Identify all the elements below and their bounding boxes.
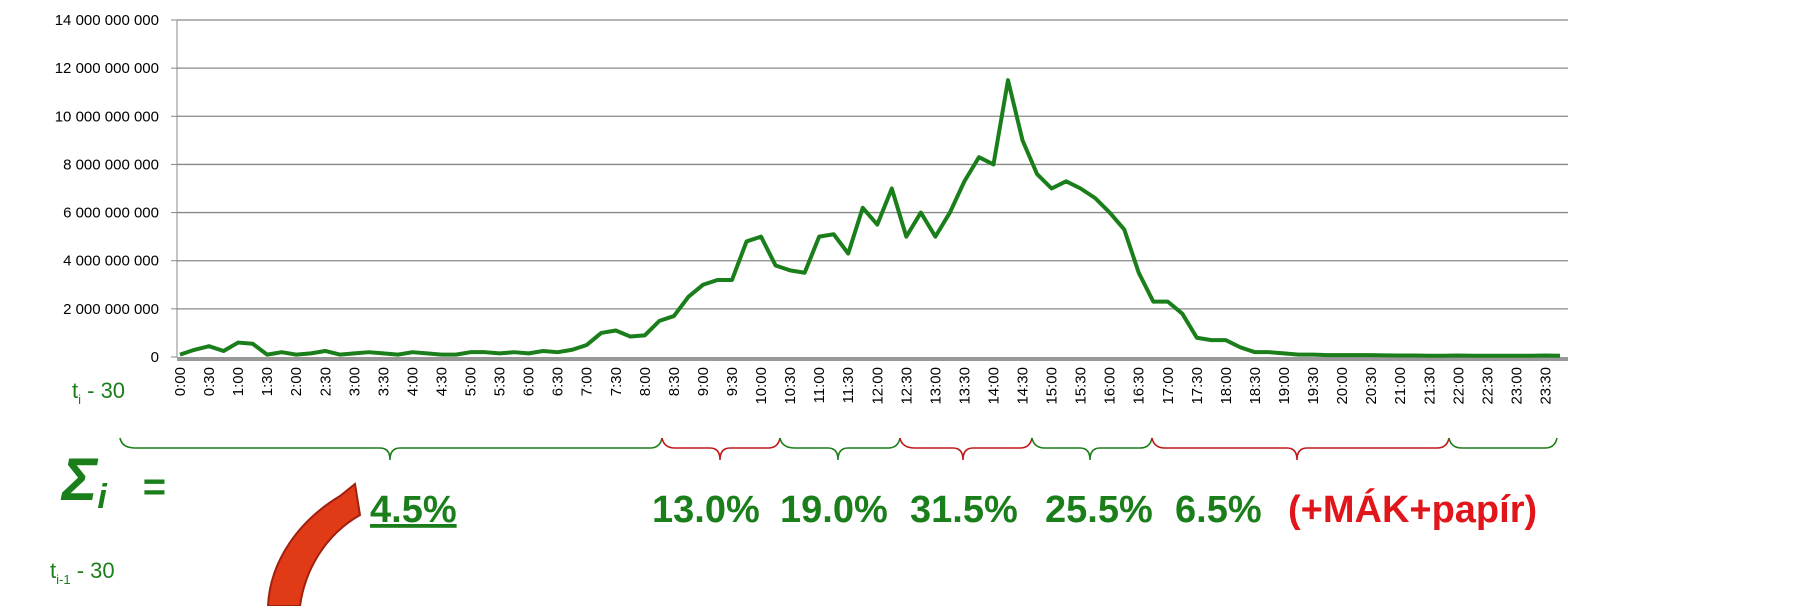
share-label: 25.5% — [1045, 489, 1153, 531]
x-tick-label: 22:00 — [1450, 367, 1467, 405]
x-tick-label: 4:00 — [404, 367, 421, 396]
x-tick-label: 17:30 — [1189, 367, 1206, 405]
equals: = — [142, 465, 165, 509]
x-tick-label: 1:30 — [259, 367, 276, 396]
sigma: Σi — [60, 446, 108, 516]
x-tick-label: 1:00 — [230, 367, 247, 396]
x-tick-label: 13:30 — [956, 367, 973, 405]
x-tick-label: 5:00 — [463, 367, 480, 396]
x-tick-label: 19:00 — [1276, 367, 1293, 405]
brace — [119, 437, 663, 461]
x-tick-label: 8:30 — [666, 367, 683, 396]
brace — [661, 437, 781, 461]
x-tick-label: 6:30 — [550, 367, 567, 396]
x-tick-label: 18:00 — [1218, 367, 1235, 405]
x-tick-label: 9:30 — [724, 367, 741, 396]
x-tick-label: 4:30 — [433, 367, 450, 396]
x-axis — [177, 357, 1568, 361]
brace — [1448, 437, 1558, 449]
line — [179, 78, 1561, 358]
x-tick-label: 8:00 — [637, 367, 654, 396]
braces — [119, 437, 1558, 461]
x-tick-label: 17:00 — [1160, 367, 1177, 405]
x-tick-label: 14:00 — [985, 367, 1002, 405]
y-tick-label: 8 000 000 000 — [63, 156, 159, 173]
y-tick-label: 12 000 000 000 — [55, 60, 159, 77]
x-tick-label: 6:00 — [521, 367, 538, 396]
y-tick-label: 10 000 000 000 — [55, 108, 159, 125]
share-label: 6.5% — [1175, 489, 1262, 531]
x-tick-label: 11:00 — [811, 367, 828, 403]
x-tick-label: 2:30 — [317, 367, 334, 396]
x-tick-label: 12:30 — [898, 367, 915, 405]
brace — [1151, 437, 1450, 461]
x-tick-label: 12:00 — [869, 367, 886, 405]
extra-label: (+MÁK+papír) — [1288, 487, 1537, 531]
x-tick-label: 23:30 — [1537, 367, 1554, 405]
x-tick-label: 9:00 — [695, 367, 712, 396]
x-tick-label: 18:30 — [1247, 367, 1264, 405]
x-tick-label: 11:30 — [840, 367, 857, 403]
arrow — [266, 482, 362, 606]
x-tick-label: 5:30 — [492, 367, 509, 396]
x-tick-label: 16:00 — [1102, 367, 1119, 405]
x-tick-label: 7:00 — [579, 367, 596, 396]
brace — [1031, 437, 1153, 461]
y-tick-label: 0 — [151, 349, 159, 366]
x-tick-label: 23:00 — [1508, 367, 1525, 405]
brace — [779, 437, 901, 461]
y-tick-label: 4 000 000 000 — [63, 253, 159, 270]
x-tick-label: 2:00 — [288, 367, 305, 396]
x-tick-label: 19:30 — [1305, 367, 1322, 405]
x-tick-label: 3:30 — [375, 367, 392, 396]
x-tick-label: 10:00 — [753, 367, 770, 405]
x-tick-label: 20:30 — [1363, 367, 1380, 405]
share-label: 13.0% — [652, 489, 760, 531]
x-tick-label: 14:30 — [1015, 367, 1032, 405]
share-label: 19.0% — [780, 489, 888, 531]
y-tick-label: 2 000 000 000 — [63, 301, 159, 318]
share-label: 31.5% — [910, 489, 1018, 531]
share-label: 4.5% — [370, 489, 457, 531]
x-tick-label: 21:30 — [1421, 367, 1438, 405]
y-tick-label: 6 000 000 000 — [63, 205, 159, 222]
x-tick-label: 16:30 — [1131, 367, 1148, 405]
lower-limit: ti-1 - 30 — [50, 558, 115, 587]
x-tick-label: 0:30 — [201, 367, 218, 396]
x-tick-label: 20:00 — [1334, 367, 1351, 405]
x-tick-label: 15:30 — [1073, 367, 1090, 405]
x-tick-label: 7:30 — [608, 367, 625, 396]
x-tick-label: 21:00 — [1392, 367, 1409, 405]
x-tick-label: 22:30 — [1479, 367, 1496, 405]
x-tick-label: 3:00 — [346, 367, 363, 396]
x-tick-label: 10:30 — [782, 367, 799, 405]
x-tick-label: 13:00 — [927, 367, 944, 405]
x-tick-label: 0:00 — [172, 367, 189, 396]
x-tick-label: 15:00 — [1044, 367, 1061, 405]
y-tick-label: 14 000 000 000 — [55, 12, 159, 29]
upper-limit: ti - 30 — [72, 378, 125, 407]
brace — [899, 437, 1033, 461]
